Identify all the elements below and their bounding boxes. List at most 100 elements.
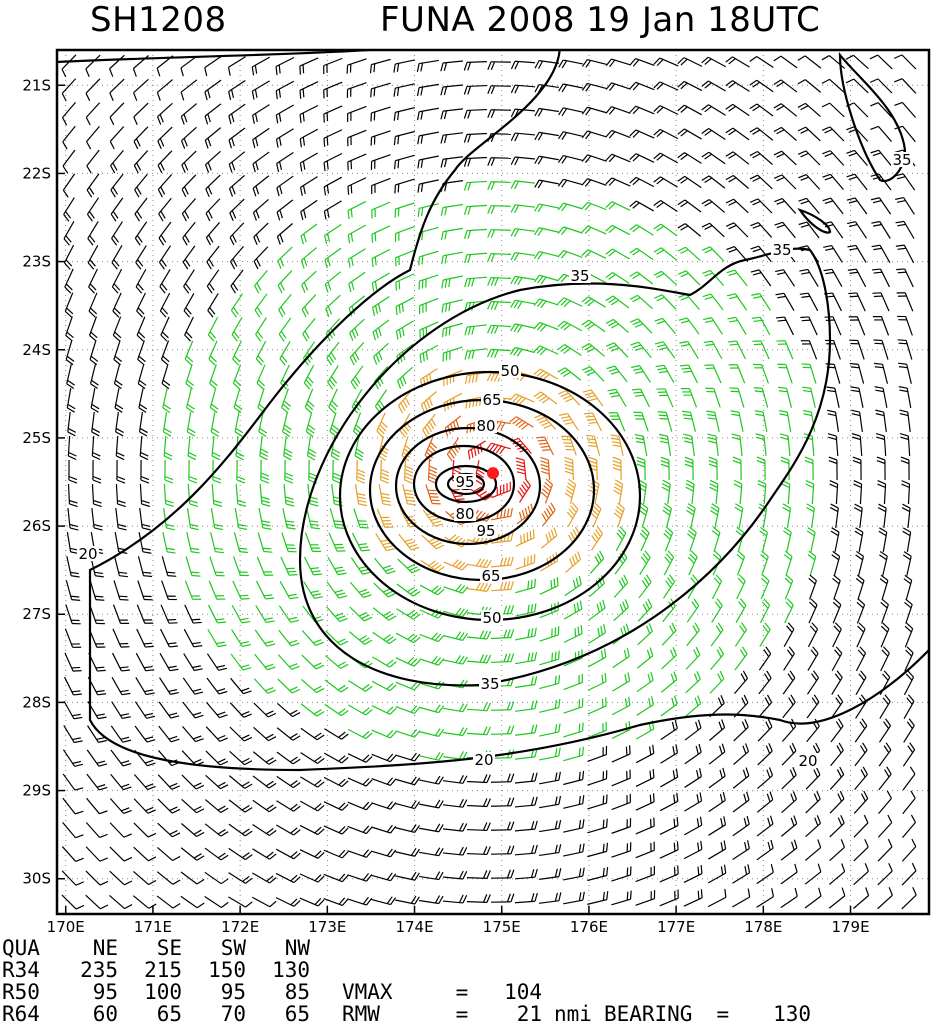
wind-barb — [825, 317, 841, 335]
wind-barb — [159, 726, 180, 742]
contour-label: 65 — [482, 391, 501, 409]
wind-barb — [654, 82, 678, 90]
wind-barb — [467, 631, 491, 639]
wind-barb — [515, 700, 537, 711]
wind-barb — [534, 392, 557, 404]
wind-barb — [329, 533, 345, 551]
wind-barb — [135, 222, 146, 245]
wind-barb — [86, 79, 100, 101]
wind-barb — [515, 797, 537, 807]
wind-barb — [614, 503, 624, 527]
wind-barb — [252, 81, 269, 100]
wind-barb — [515, 893, 537, 903]
wind-barb — [798, 80, 821, 93]
wind-barb — [750, 199, 772, 213]
contour-label: 95 — [455, 473, 474, 491]
wind-barb — [782, 791, 797, 812]
bearing-label: BEARING — [604, 1003, 693, 1025]
wind-barb — [234, 557, 249, 576]
wind-barb — [257, 365, 265, 389]
wind-barb — [158, 127, 172, 149]
wind-barb — [488, 325, 511, 333]
wind-barb — [660, 793, 678, 811]
wind-barb — [282, 533, 297, 552]
wind-barb — [685, 457, 693, 480]
wind-barb — [285, 460, 293, 483]
wind-barb — [372, 778, 396, 786]
wind-barb — [781, 888, 797, 908]
wind-barb — [854, 863, 869, 884]
wind-barb — [157, 847, 180, 860]
wind-barb — [158, 799, 180, 813]
wind-barb — [759, 671, 771, 694]
wind-barb — [824, 269, 842, 286]
wind-barb — [491, 774, 514, 783]
r34-nw: 130 — [246, 959, 310, 981]
wind-barb — [136, 677, 155, 694]
wind-barb — [237, 460, 245, 483]
wind-barb — [396, 682, 420, 690]
wind-barb — [354, 509, 369, 528]
wind-barb — [590, 551, 603, 573]
contour-label: 35 — [480, 675, 499, 693]
wind-barb — [656, 365, 674, 382]
wind-barb — [229, 80, 246, 99]
wind-barb — [558, 203, 582, 211]
wind-barb — [894, 55, 916, 69]
wind-barb — [735, 504, 743, 528]
wind-barb — [396, 706, 420, 714]
wind-barb — [751, 294, 770, 311]
wind-barb — [260, 484, 270, 506]
wind-barb — [305, 389, 314, 413]
contour-label: 35 — [570, 267, 589, 285]
wind-barb — [134, 847, 156, 861]
wind-barb — [606, 319, 629, 332]
wind-barb — [702, 223, 724, 237]
wind-barb — [110, 79, 124, 101]
wind-barb — [636, 890, 655, 905]
vmax-value: 104 — [482, 981, 542, 1003]
wind-barb — [395, 227, 414, 242]
wind-barb — [467, 727, 490, 735]
wind-barb — [276, 873, 300, 882]
wind-barb — [630, 272, 653, 284]
wind-barb — [660, 841, 678, 858]
wind-barb — [67, 388, 75, 412]
wind-barb — [855, 528, 863, 552]
wind-barb — [833, 623, 842, 647]
wind-barb — [444, 584, 468, 593]
wind-barb — [253, 176, 269, 197]
wind-barb — [276, 898, 300, 907]
wind-barb — [349, 272, 365, 292]
wind-barb — [780, 434, 790, 456]
wind-barb — [687, 623, 700, 646]
wind-barb — [182, 127, 197, 148]
wind-barb — [301, 753, 325, 764]
wind-barb — [612, 794, 631, 810]
wind-barb — [67, 364, 75, 388]
wind-barb — [306, 412, 315, 436]
wind-barb — [664, 551, 673, 575]
wind-barb — [112, 702, 131, 719]
wind-barb — [395, 801, 419, 809]
wind-barb — [895, 198, 914, 215]
wind-barb — [612, 697, 630, 715]
wind-barb — [873, 340, 888, 360]
wind-barb — [325, 656, 348, 669]
wind-barb — [206, 199, 220, 221]
wind-barb — [654, 177, 678, 187]
wind-barb — [418, 132, 439, 144]
wind-barb — [348, 754, 372, 763]
wind-barb — [582, 60, 606, 68]
wind-barb — [854, 815, 868, 837]
wind-barb — [588, 697, 606, 714]
wind-barb — [798, 127, 820, 141]
wind-barb — [253, 199, 268, 220]
wind-barb — [535, 156, 559, 164]
wind-barb — [185, 581, 201, 600]
wind-barb — [65, 269, 73, 293]
wind-barb — [441, 85, 463, 95]
wind-barb — [680, 365, 697, 383]
wind-barb — [442, 252, 463, 264]
wind-barb — [491, 822, 514, 831]
